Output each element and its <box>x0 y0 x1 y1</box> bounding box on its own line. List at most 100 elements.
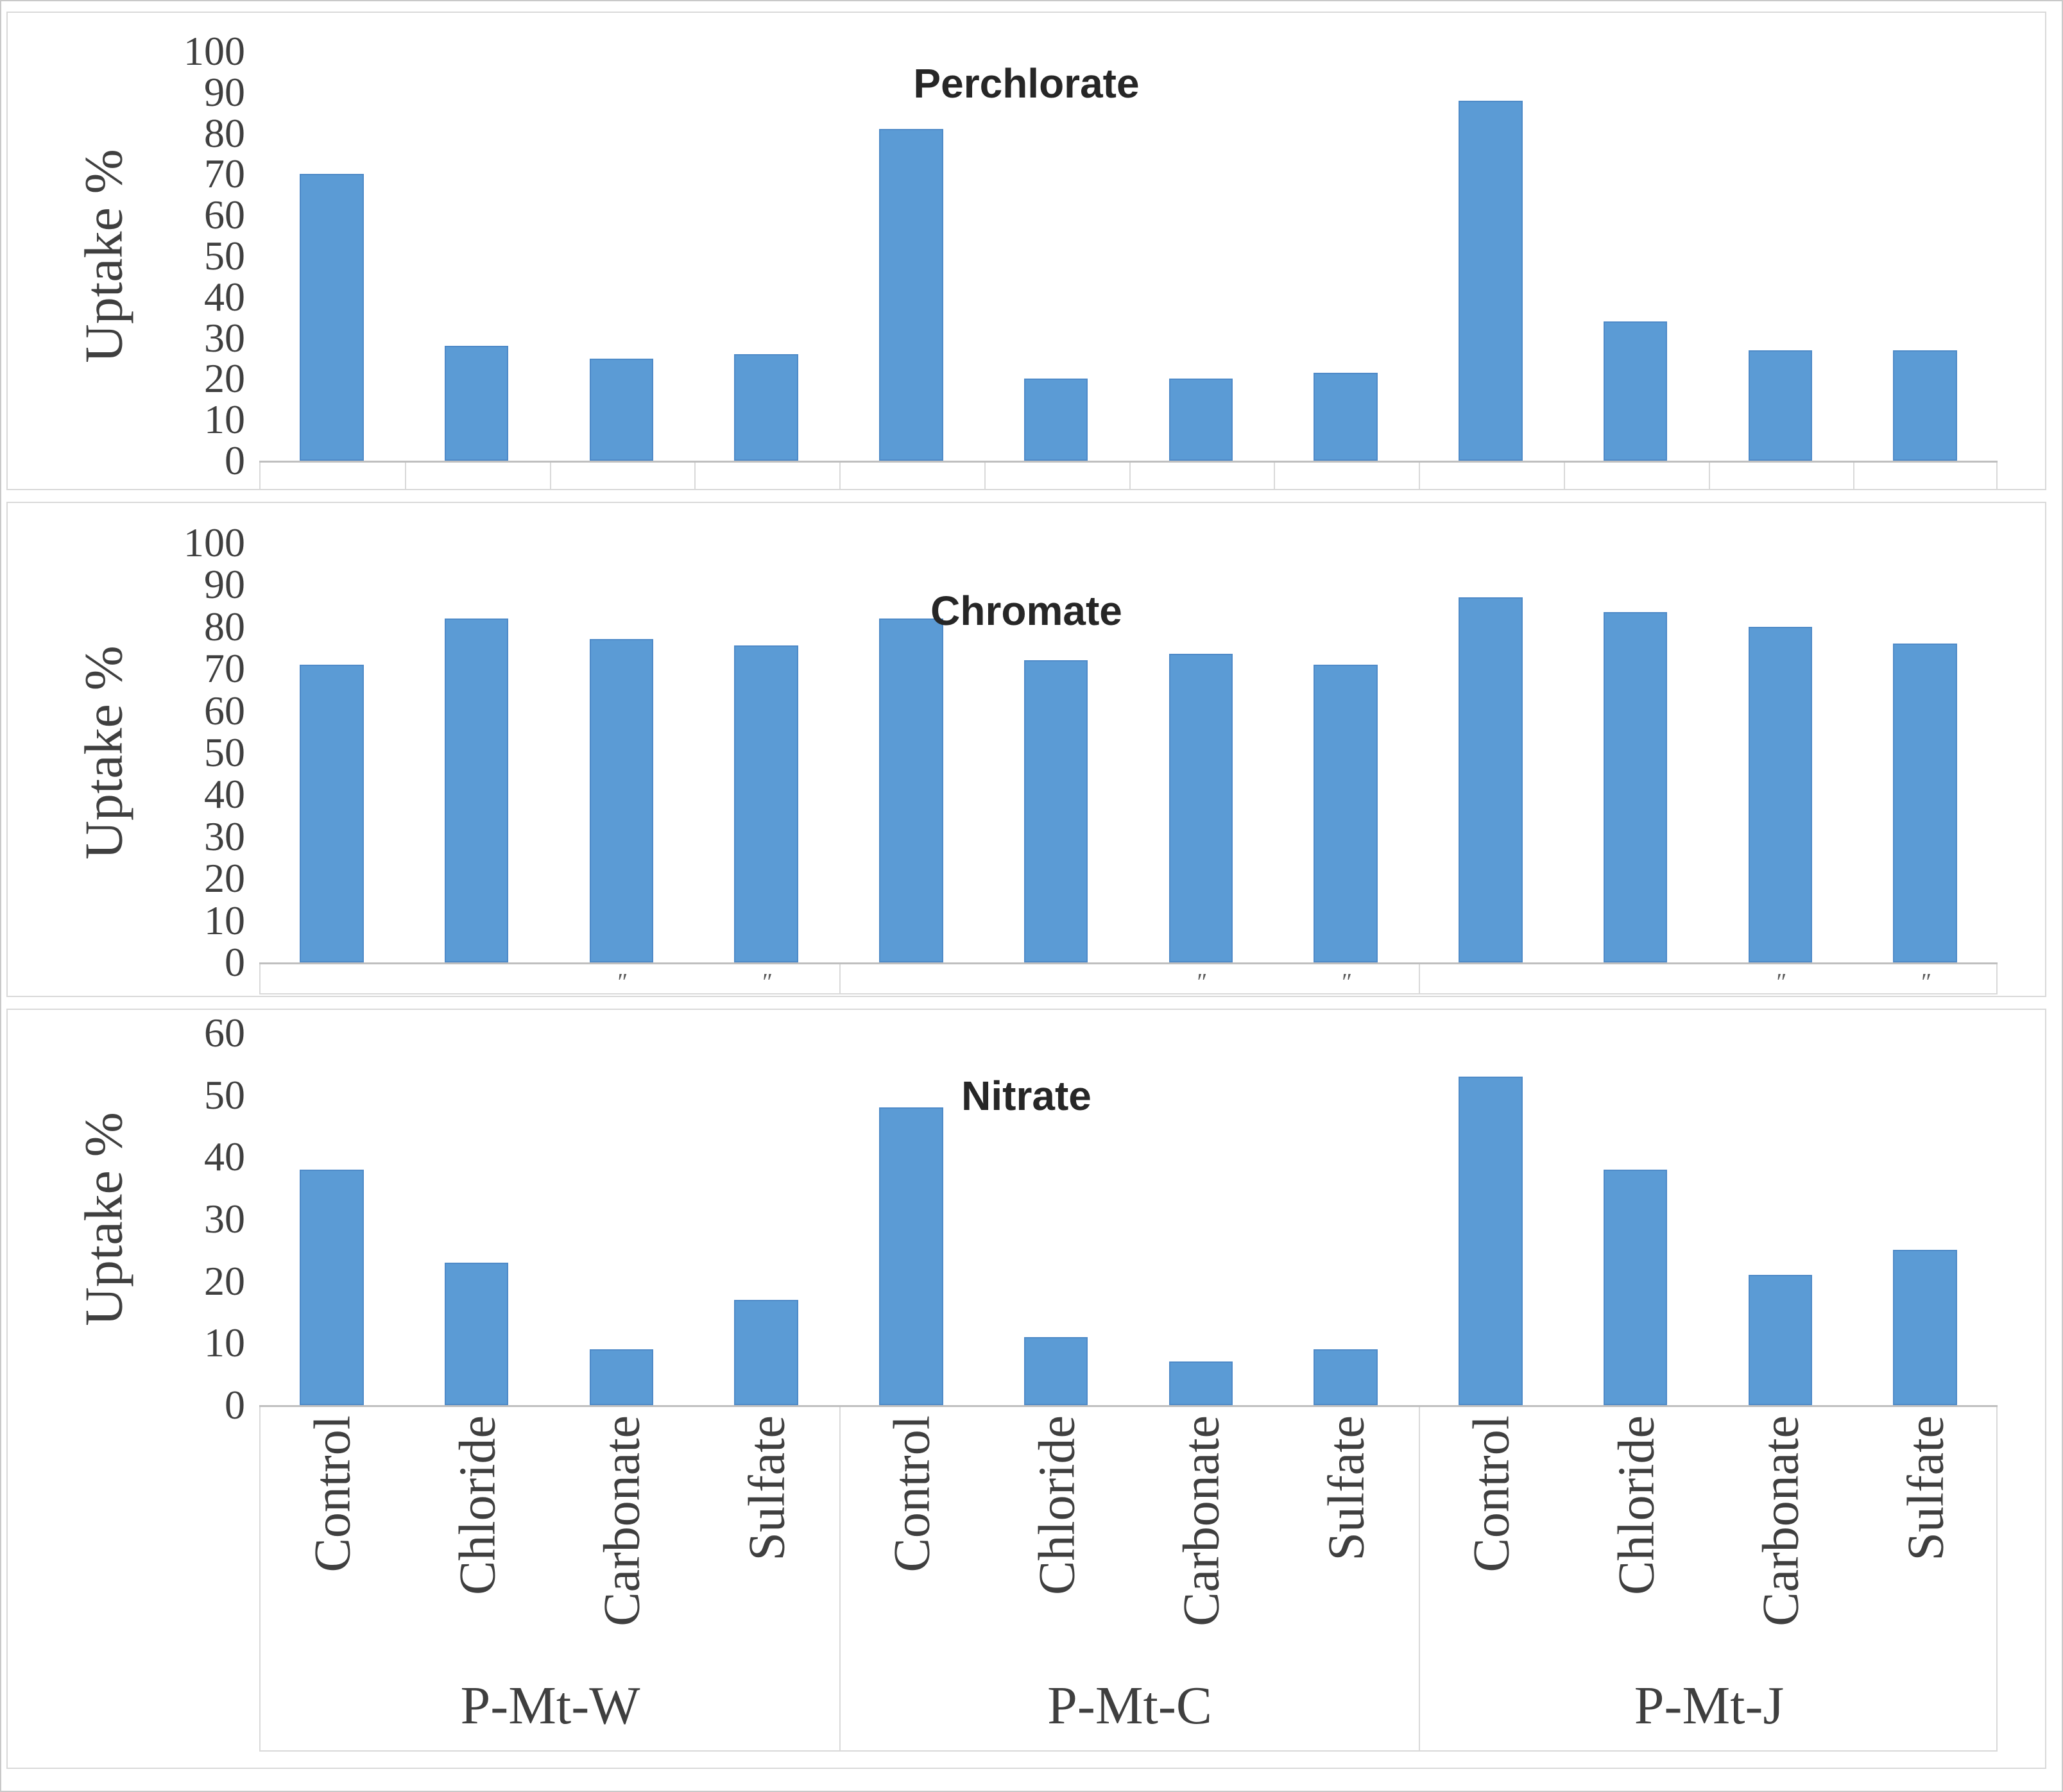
y-axis-tick-label: 30 <box>204 1196 245 1242</box>
category-band-divider <box>839 1406 841 1750</box>
category-label: Carbonate <box>1752 1415 1810 1626</box>
category-label: Sulfate <box>1897 1415 1955 1561</box>
group-label: P-Mt-W <box>460 1676 640 1736</box>
category-axis-band <box>259 461 1998 490</box>
bar <box>1023 660 1088 962</box>
y-axis-tick-label: 40 <box>204 273 245 320</box>
y-axis-tick-label: 60 <box>204 1010 245 1055</box>
bar <box>879 618 943 962</box>
category-label: Control <box>1463 1415 1520 1573</box>
y-axis-tick-label: 0 <box>225 438 245 483</box>
category-label: Sulfate <box>739 1415 796 1561</box>
y-axis-tick-label: 90 <box>204 561 245 608</box>
y-axis-tick-label: 70 <box>204 151 245 197</box>
clipped-category-label-top-mark: ″ <box>1921 969 1932 996</box>
bar <box>1893 350 1957 461</box>
panel-nitrate: Nitrate Uptake % 0 10 20 30 40 50 60 Control Chl… <box>6 1009 2046 1769</box>
x-axis-line <box>259 461 1998 463</box>
y-axis-tick-label: 50 <box>204 730 245 775</box>
bar <box>1314 1349 1378 1405</box>
category-band-divider <box>839 462 841 489</box>
y-axis-tick-label: 100 <box>184 28 245 74</box>
bar <box>1603 321 1668 461</box>
y-axis-tick-label: 0 <box>225 1382 245 1428</box>
bar <box>1314 664 1378 962</box>
category-band-divider <box>1129 462 1131 489</box>
x-axis-line <box>259 1405 1998 1407</box>
y-axis-tick-label: 60 <box>204 687 245 733</box>
y-axis-tick-label: 100 <box>184 520 245 565</box>
bar <box>589 639 654 962</box>
category-label: Control <box>884 1415 941 1573</box>
y-axis-tick-label: 50 <box>204 233 245 278</box>
category-band-divider <box>1563 462 1565 489</box>
y-axis-tick-label: 70 <box>204 645 245 692</box>
y-axis-title: Uptake % <box>74 645 134 860</box>
y-axis-tick-label: 80 <box>204 110 245 156</box>
bar <box>1603 611 1668 962</box>
chart-title-perchlorate: Perchlorate <box>913 60 1140 107</box>
y-axis-tick-label: 30 <box>204 314 245 361</box>
bar <box>1748 1275 1813 1405</box>
y-axis-tick-label: 20 <box>204 855 245 901</box>
bar <box>1023 1336 1088 1405</box>
bar <box>1314 372 1378 461</box>
y-axis-tick-label: 40 <box>204 771 245 817</box>
category-band-divider <box>984 462 986 489</box>
panel-chromate: Chromate Uptake % 0 10 20 30 40 50 60 70 80 90 100… <box>6 502 2046 997</box>
category-band-divider <box>404 462 406 489</box>
y-axis-title: Uptake % <box>74 149 134 363</box>
bar <box>589 1349 654 1405</box>
bar <box>1459 1076 1523 1405</box>
category-band-divider <box>1853 462 1855 489</box>
category-label: Chloride <box>1029 1415 1086 1595</box>
category-band-divider <box>549 462 551 489</box>
category-band-divider <box>1419 1406 1420 1750</box>
bar <box>1893 1250 1957 1405</box>
group-label: P-Mt-C <box>1047 1676 1212 1736</box>
bar <box>1459 597 1523 962</box>
clipped-category-label-top-mark: ″ <box>1342 969 1353 996</box>
clipped-category-label-top-mark: ″ <box>1197 969 1208 996</box>
bar <box>444 1262 509 1405</box>
y-axis-tick-label: 10 <box>204 397 245 443</box>
bar <box>734 645 798 962</box>
bar <box>1459 100 1523 461</box>
bar <box>734 354 798 461</box>
bar <box>734 1299 798 1405</box>
bar <box>444 618 509 962</box>
y-axis-tick-label: 20 <box>204 355 245 402</box>
category-axis-band: ″ ″ ″ ″ ″ ″ <box>259 962 1998 994</box>
clipped-category-label-top-mark: ″ <box>617 969 628 996</box>
y-axis-tick-label: 50 <box>204 1071 245 1118</box>
bar <box>1168 654 1233 962</box>
bar <box>300 174 364 461</box>
y-axis-tick-label: 30 <box>204 813 245 859</box>
bar <box>589 358 654 461</box>
y-axis-tick-label: 10 <box>204 1320 245 1366</box>
category-band-divider <box>1708 462 1710 489</box>
bar <box>300 1169 364 1405</box>
category-band-divider <box>694 462 696 489</box>
category-band-divider <box>1274 462 1276 489</box>
category-label: Chloride <box>449 1415 506 1595</box>
bar <box>1748 350 1813 461</box>
y-axis-tick-label: 10 <box>204 897 245 943</box>
y-axis-tick-label: 90 <box>204 69 245 115</box>
category-band-divider <box>1419 964 1420 993</box>
bar <box>1168 379 1233 461</box>
panel-perchlorate: Perchlorate Uptake % 0 10 20 30 40 50 60 70 80 90… <box>6 12 2046 490</box>
category-label: Control <box>304 1415 361 1573</box>
category-label: Carbonate <box>1173 1415 1230 1626</box>
category-band-divider <box>1419 462 1420 489</box>
bar <box>879 1107 943 1405</box>
category-label: Sulfate <box>1318 1415 1375 1561</box>
y-axis-title: Uptake % <box>74 1112 134 1326</box>
y-axis-tick-label: 20 <box>204 1258 245 1304</box>
category-band-divider <box>839 964 841 993</box>
y-axis-tick-label: 80 <box>204 603 245 649</box>
bar <box>1748 626 1813 962</box>
category-axis-band: Control Chloride Carbonate Sulfate P-Mt-W Con… <box>259 1405 1998 1752</box>
category-label: Carbonate <box>594 1415 651 1626</box>
